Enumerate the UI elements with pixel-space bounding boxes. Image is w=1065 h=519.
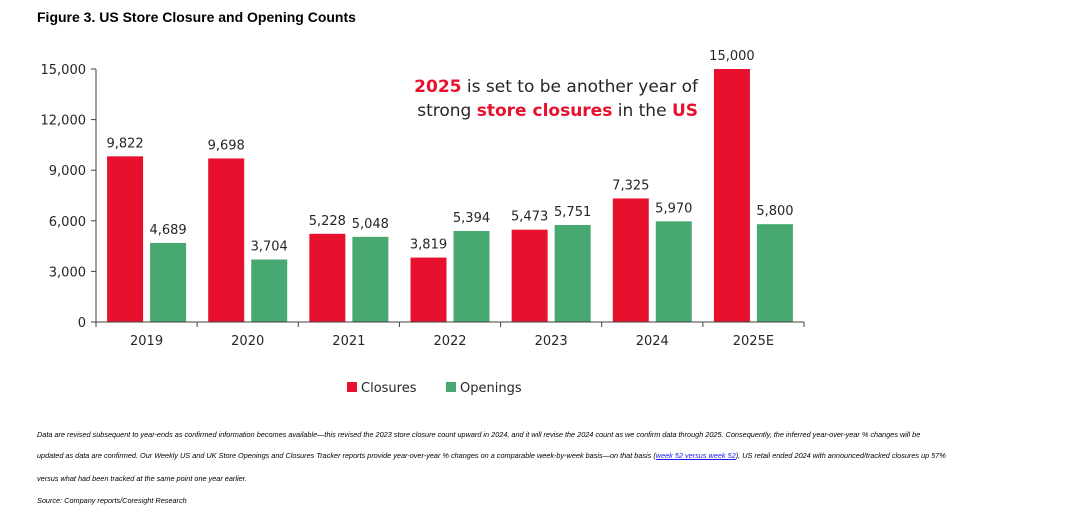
callout-line-1: 2025 is set to be another year of [414,77,699,97]
data-label-closures-2024: 7,325 [612,178,649,193]
legend-swatch-closures [347,382,357,392]
callout-line-2: strong store closures in the US [417,101,698,121]
data-label-closures-2022: 3,819 [410,238,447,253]
data-label-openings-2025E: 5,800 [756,204,793,219]
data-label-openings-2020: 3,704 [251,240,288,255]
x-tick-label-2024: 2024 [636,334,669,349]
bar-openings-2021 [352,236,389,322]
data-labels-group: 9,822 4,689 9,698 3,704 5,228 5,048 3,819 5,394… [106,49,793,255]
y-tick-label: 12,000 [41,114,87,129]
legend: Closures Openings [347,381,522,396]
callout-text: in the [612,101,672,121]
bar-closures-2024 [612,198,649,322]
data-label-closures-2020: 9,698 [208,138,245,153]
bar-openings-2020 [251,259,288,322]
bar-openings-2025E [756,224,793,322]
data-label-openings-2021: 5,048 [352,217,389,232]
callout-year: 2025 [414,77,461,97]
data-label-openings-2022: 5,394 [453,211,490,226]
bar-closures-2025E [713,69,750,322]
bar-closures-2020 [208,158,245,322]
data-label-closures-2019: 9,822 [106,136,143,151]
data-label-openings-2019: 4,689 [149,223,186,238]
x-tick-label-2022: 2022 [433,334,466,349]
bar-chart: 9,822 4,689 9,698 3,704 5,228 5,048 3,819 5,394… [41,49,805,396]
source-note: Source: Company reports/Coresight Resear… [37,496,187,505]
x-tick-label-2023: 2023 [535,334,568,349]
y-tick-label: 3,000 [49,265,86,280]
legend-label-openings: Openings [460,381,522,396]
y-tick-label: 0 [78,316,86,331]
x-tick-label-2019: 2019 [130,334,163,349]
footnote-line-1: Data are revised subsequent to year-ends… [37,430,921,439]
figure-title: Figure 3. US Store Closure and Opening C… [37,9,356,25]
data-label-openings-2024: 5,970 [655,201,692,216]
bar-openings-2023 [554,224,591,322]
bar-closures-2021 [309,233,346,322]
week-52-link[interactable]: week 52 versus week 52 [655,451,736,460]
y-tick-label: 15,000 [41,63,87,78]
axes-group: 2019 2020 2021 2022 2023 2024 2025E 0 3,000 6,000… [41,63,805,349]
data-label-closures-2023: 5,473 [511,210,548,225]
footnote-line-2: updated as data are confirmed. Our Weekl… [37,451,1047,461]
legend-label-closures: Closures [361,381,417,396]
data-label-closures-2021: 5,228 [309,214,346,229]
callout-text: strong [417,101,477,121]
bar-closures-2023 [511,229,548,322]
data-label-openings-2023: 5,751 [554,205,591,220]
bar-closures-2022 [410,257,447,322]
y-tick-label: 9,000 [49,164,86,179]
legend-swatch-openings [446,382,456,392]
callout-highlight: US [672,101,698,121]
x-tick-label-2021: 2021 [332,334,365,349]
x-tick-label-2020: 2020 [231,334,264,349]
y-tick-label: 6,000 [49,215,86,230]
footnote-line-3: versus what had been tracked at the same… [37,474,247,483]
bar-openings-2024 [655,221,692,322]
bar-openings-2019 [150,242,187,322]
bars-group [107,69,793,322]
footnote-text: ), US retail ended 2024 with announced/t… [735,451,946,460]
x-tick-label-2025E: 2025E [733,334,774,349]
data-label-closures-2025E: 15,000 [709,49,755,64]
bar-openings-2022 [453,231,490,322]
callout-text: is set to be another year of [462,77,700,97]
callout-highlight: store closures [477,101,613,121]
footnote-text: updated as data are confirmed. Our Weekl… [37,451,656,460]
bar-closures-2019 [107,156,144,322]
